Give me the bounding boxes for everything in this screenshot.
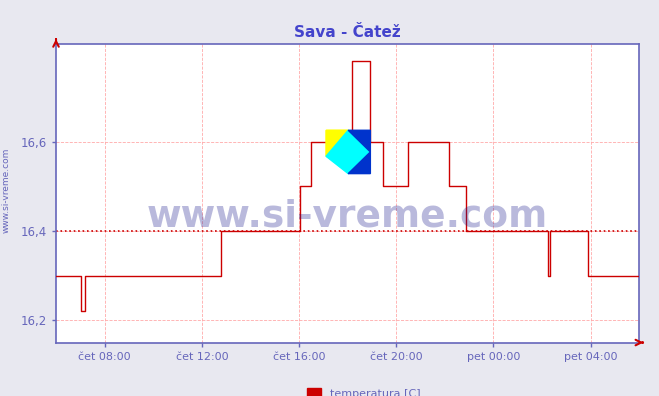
Bar — [307, 388, 322, 396]
Polygon shape — [326, 130, 348, 156]
Title: Sava - Čatež: Sava - Čatež — [295, 25, 401, 40]
Polygon shape — [348, 152, 370, 173]
Polygon shape — [348, 130, 370, 152]
Bar — [326, 130, 348, 156]
Text: www.si-vreme.com: www.si-vreme.com — [147, 199, 548, 235]
Text: temperatura [C]: temperatura [C] — [330, 388, 420, 396]
Text: www.si-vreme.com: www.si-vreme.com — [2, 147, 11, 233]
Polygon shape — [326, 130, 370, 173]
